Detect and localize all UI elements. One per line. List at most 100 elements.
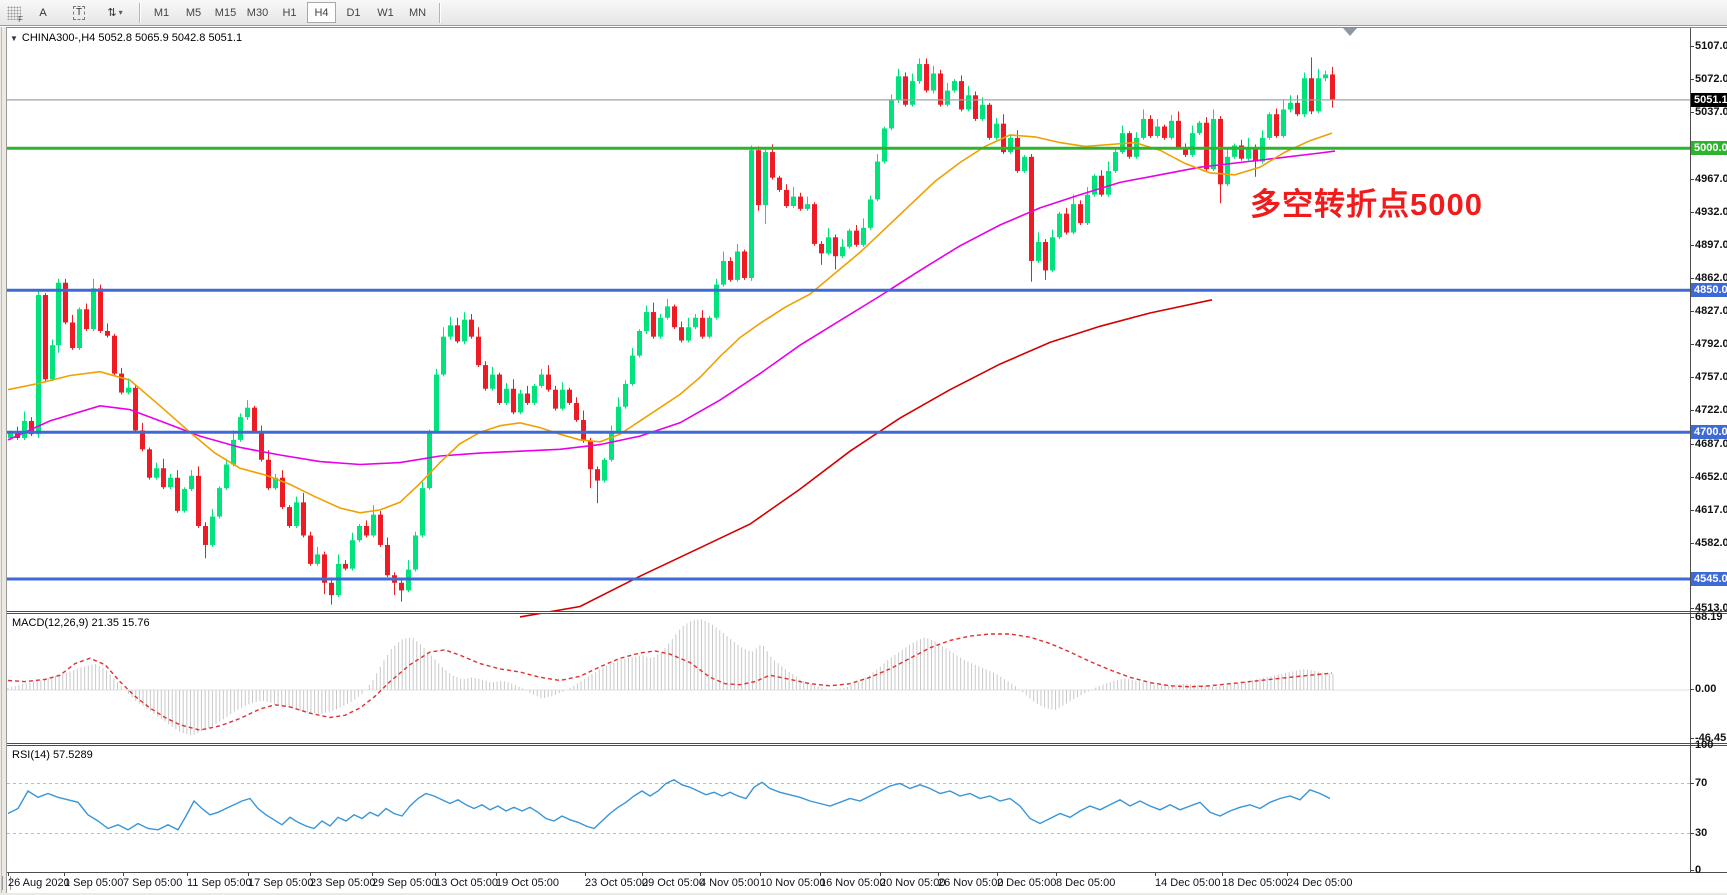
candle-bearish xyxy=(784,189,789,207)
toolbar-separator xyxy=(139,2,140,23)
candle-bullish xyxy=(50,345,55,380)
date-axis-label: 14 Dec 05:00 xyxy=(1155,877,1221,889)
timeframe-button-h1[interactable]: H1 xyxy=(282,6,297,19)
candle-bearish xyxy=(399,582,404,591)
candle-bullish xyxy=(441,336,446,375)
candle-bearish xyxy=(483,365,488,389)
candle-bearish xyxy=(322,554,327,583)
candle-bullish xyxy=(861,227,866,245)
candle-bearish xyxy=(175,477,180,511)
candle-bullish xyxy=(1092,175,1097,195)
candle-bearish xyxy=(833,237,838,257)
candle-bearish xyxy=(112,335,117,374)
toolbar-drag-handle[interactable]: F xyxy=(7,5,23,24)
candle-bullish xyxy=(721,260,726,285)
text-annotation-button[interactable]: A xyxy=(39,6,47,19)
candle-bearish xyxy=(700,317,705,337)
date-axis-label: 10 Nov 05:00 xyxy=(760,877,826,889)
candle-bearish xyxy=(378,514,383,545)
cycle-arrows-button[interactable]: ⇅ ▾ xyxy=(98,2,132,24)
timeframe-button-m30[interactable]: M30 xyxy=(246,6,269,19)
candle-bearish xyxy=(1015,137,1020,172)
candle-bullish xyxy=(1071,204,1076,233)
candle-bullish xyxy=(1232,145,1237,157)
candle-bearish xyxy=(1330,74,1335,101)
pane-separator-macd-rsi[interactable] xyxy=(7,743,1727,746)
timeframe-button-h4[interactable]: H4 xyxy=(307,2,336,23)
candle-bullish xyxy=(462,319,467,342)
pane-separator-main-macd[interactable] xyxy=(7,611,1727,614)
candle-bullish xyxy=(56,282,61,346)
candle-bullish xyxy=(1302,78,1307,115)
toolbar-separator xyxy=(439,2,440,23)
candle-bearish xyxy=(679,327,684,341)
candle-bullish xyxy=(644,312,649,331)
price-badge-5051.1: 5051.1 xyxy=(1691,92,1727,107)
candle-bullish xyxy=(917,64,922,82)
candle-bullish xyxy=(735,251,740,280)
price-axis-tick: 4897.0 xyxy=(1690,238,1727,251)
candle-bullish xyxy=(686,327,691,341)
candle-bearish xyxy=(140,430,145,450)
timeframe-button-w1[interactable]: W1 xyxy=(377,6,394,19)
candle-bearish xyxy=(476,336,481,366)
candle-bullish xyxy=(518,393,523,413)
timeframe-button-m15[interactable]: M15 xyxy=(214,6,237,19)
candle-bullish xyxy=(189,475,194,490)
chart-shift-marker-icon[interactable] xyxy=(1343,28,1357,36)
candle-bullish xyxy=(490,374,495,389)
text-box-button[interactable]: T xyxy=(62,2,96,24)
candle-bearish xyxy=(364,526,369,536)
candle-bullish xyxy=(1246,147,1251,159)
candle-bearish xyxy=(854,230,859,245)
candle-bullish xyxy=(532,385,537,403)
ma-magenta-line xyxy=(7,150,1336,466)
candle-bearish xyxy=(70,322,75,349)
candle-bullish xyxy=(1169,120,1174,138)
candle-bullish xyxy=(966,95,971,110)
window-left-frame xyxy=(0,27,7,893)
rsi-axis-tick: 100 xyxy=(1689,739,1714,751)
timeframe-button-d1[interactable]: D1 xyxy=(346,6,361,19)
candle-bearish xyxy=(987,104,992,138)
scrollbar-grip[interactable] xyxy=(2,876,14,890)
candle-bullish xyxy=(413,535,418,570)
date-axis-border xyxy=(7,872,1727,873)
collapse-triangle-icon[interactable]: ▼ xyxy=(10,34,18,43)
candle-bullish xyxy=(609,431,614,460)
chart-symbol-title[interactable]: ▼ CHINA300-,H4 5052.8 5065.9 5042.8 5051.… xyxy=(10,32,243,44)
chart-text-annotation[interactable]: 多空转折点5000 xyxy=(1250,187,1483,222)
price-axis-tick: 5037.0 xyxy=(1690,106,1727,119)
candle-bearish xyxy=(798,196,803,209)
candle-bullish xyxy=(434,374,439,432)
price-axis-tick: 5107.0 xyxy=(1690,40,1727,52)
candle-bearish xyxy=(203,526,208,545)
rsi-axis-tick: 70 xyxy=(1689,776,1708,789)
candle-bullish xyxy=(8,432,13,438)
candle-bearish xyxy=(588,440,593,470)
timeframe-button-mn[interactable]: MN xyxy=(408,6,427,19)
candle-bullish xyxy=(350,540,355,569)
candle-bullish xyxy=(1036,242,1041,261)
macd-axis-tick: 0.00 xyxy=(1689,683,1717,695)
candle-bearish xyxy=(777,177,782,190)
date-axis-label: 11 Sep 05:00 xyxy=(187,877,252,889)
candle-bullish xyxy=(980,104,985,119)
candle-bullish xyxy=(840,246,845,257)
candle-bullish xyxy=(805,204,810,209)
macd-axis-tick: 68.19 xyxy=(1690,610,1723,623)
date-axis-label: 18 Dec 05:00 xyxy=(1222,877,1288,889)
candle-bearish xyxy=(63,282,68,323)
timeframe-group: M1 M5 M15 M30 H1 H4 D1 W1 MN xyxy=(147,2,432,23)
candle-bullish xyxy=(1155,126,1160,136)
macd-axis-tick: -46.45 xyxy=(1689,732,1727,745)
candle-bearish xyxy=(196,475,201,527)
candle-bullish xyxy=(1141,118,1146,138)
timeframe-button-m1[interactable]: M1 xyxy=(153,6,170,19)
candle-bearish xyxy=(973,95,978,119)
timeframe-button-m5[interactable]: M5 xyxy=(185,6,202,19)
candle-bullish xyxy=(294,502,299,527)
candle-bullish xyxy=(36,295,41,435)
candle-bullish xyxy=(707,317,712,337)
cycle-arrows-icon: ⇅ xyxy=(107,7,117,19)
